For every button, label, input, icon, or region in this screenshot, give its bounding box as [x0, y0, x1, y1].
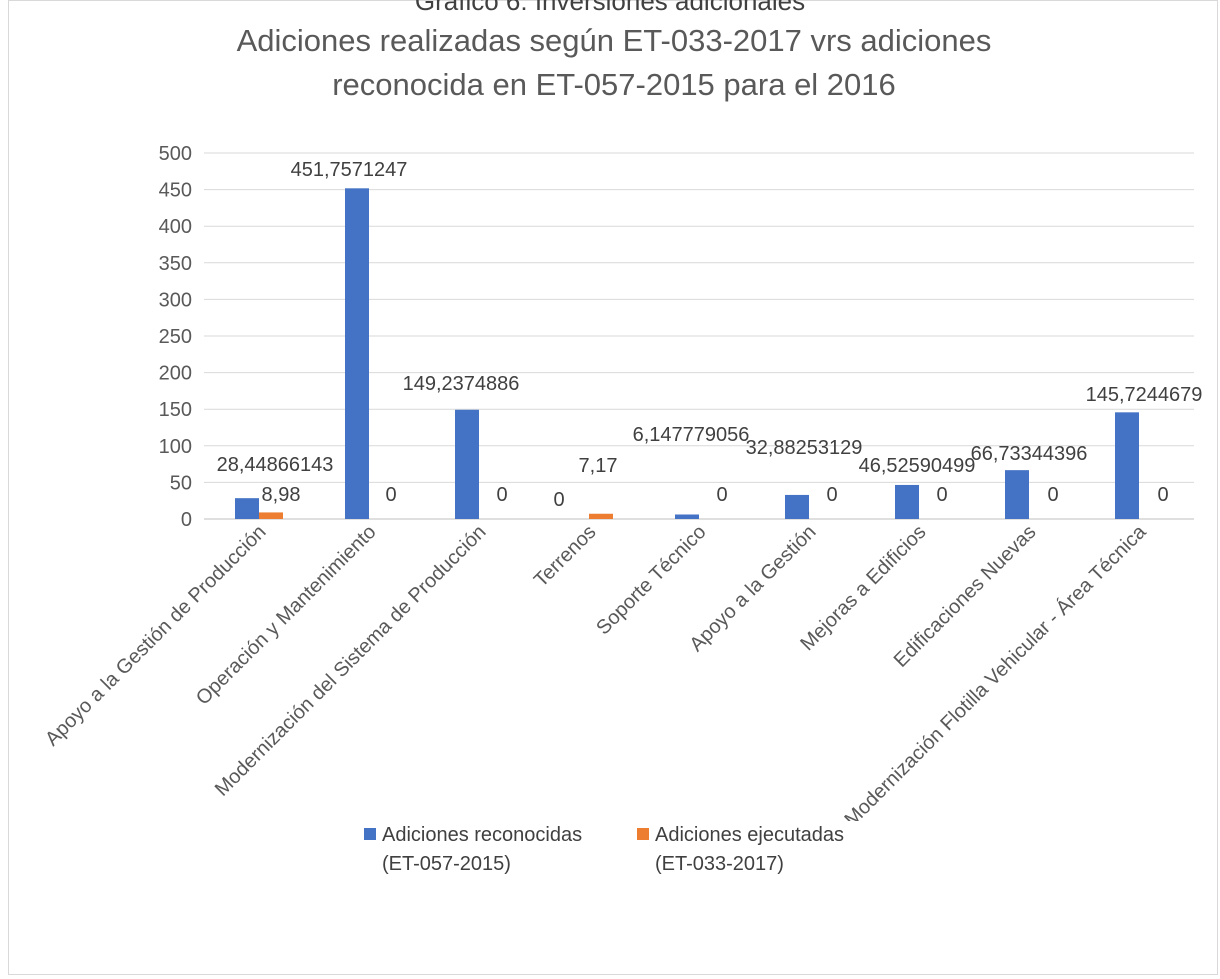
y-tick-label-450: 450	[159, 180, 192, 202]
y-tick-label-50: 50	[170, 472, 192, 494]
data-label-series1-3: 7,17	[579, 455, 618, 477]
data-label-series0-1: 451,7571247	[291, 159, 408, 181]
x-category-label-0: Apoyo a la Gestión de Producción	[41, 521, 270, 750]
x-category-label-4: Soporte Técnico	[592, 521, 710, 639]
bar-series0-8	[1115, 412, 1139, 519]
bar-series1-0	[259, 512, 283, 519]
x-category-label-1: Operación y Mantenimiento	[192, 521, 380, 709]
header-fragment: Gráfico 6: Inversiones adicionales	[414, 0, 806, 16]
data-label-series0-0: 28,44866143	[217, 454, 334, 476]
data-label-series0-3: 0	[553, 489, 564, 511]
data-label-series1-0: 8,98	[262, 484, 301, 506]
data-label-series0-5: 32,88253129	[746, 437, 863, 459]
y-tick-label-0: 0	[181, 509, 192, 531]
legend-label-ejecutadas-line2: (ET-033-2017)	[655, 853, 784, 875]
data-label-series1-2: 0	[496, 484, 507, 506]
bar-series0-7	[1005, 470, 1029, 519]
y-tick-label-100: 100	[159, 436, 192, 458]
bar-chart: 0 50 100 150 200 250 300 350 400 450 500 28,4486614…	[41, 143, 1203, 821]
bar-series1-3	[589, 513, 613, 519]
y-tick-label-150: 150	[159, 399, 192, 421]
chart-title-line-1: Adiciones realizadas según ET-033-2017 v…	[236, 23, 992, 58]
data-label-series0-2: 149,2374886	[403, 373, 520, 395]
legend-item-reconocidas: Adiciones reconocidas (ET-057-2015)	[364, 821, 642, 879]
data-label-series0-4: 6,147779056	[633, 424, 750, 446]
bar-series0-2	[455, 409, 479, 519]
legend-label-ejecutadas-line1: Adiciones ejecutadas	[655, 824, 845, 846]
bar-series0-5	[785, 494, 809, 519]
y-tick-label-250: 250	[159, 326, 192, 348]
data-label-series1-8: 0	[1157, 484, 1168, 506]
y-tick-label-300: 300	[159, 289, 192, 311]
data-label-series1-7: 0	[1047, 484, 1058, 506]
data-label-series0-8: 145,7244679	[1086, 384, 1203, 406]
y-tick-label-200: 200	[159, 363, 192, 385]
data-label-series1-5: 0	[826, 484, 837, 506]
x-category-label-3: Terrenos	[530, 521, 601, 592]
legend-label-reconocidas-line2: (ET-057-2015)	[382, 853, 511, 875]
bar-series0-6	[895, 484, 919, 519]
bar-series0-4	[675, 514, 699, 519]
bar-series0-0	[235, 498, 259, 519]
legend-swatch-ejecutadas	[637, 828, 649, 840]
chart-title-line-2: reconocida en ET-057-2015 para el 2016	[332, 67, 896, 102]
data-label-series1-4: 0	[716, 484, 727, 506]
y-tick-label-400: 400	[159, 216, 192, 238]
data-label-series0-7: 66,73344396	[971, 443, 1088, 465]
y-tick-label-500: 500	[159, 143, 192, 165]
data-label-series1-6: 0	[936, 484, 947, 506]
legend-label-reconocidas-line1: Adiciones reconocidas	[382, 824, 583, 846]
bar-series0-1	[345, 188, 369, 519]
data-label-series0-6: 46,52590499	[859, 455, 976, 477]
legend-swatch-reconocidas	[364, 828, 376, 840]
y-tick-label-350: 350	[159, 253, 192, 275]
legend: Adiciones reconocidas (ET-057-2015) Adic…	[9, 821, 1219, 891]
data-label-series1-1: 0	[385, 484, 396, 506]
chart-frame: Adiciones realizadas según ET-033-2017 v…	[8, 0, 1218, 975]
legend-item-ejecutadas: Adiciones ejecutadas (ET-033-2017)	[637, 821, 915, 879]
